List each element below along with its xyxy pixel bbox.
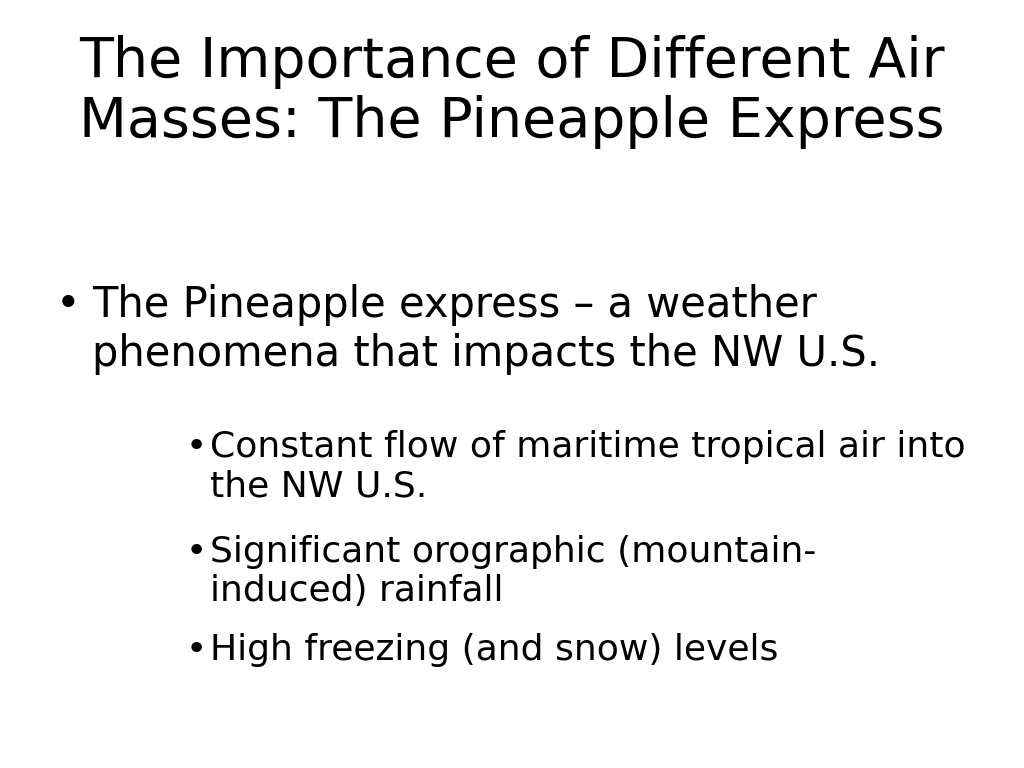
Text: Constant flow of maritime tropical air into
the NW U.S.: Constant flow of maritime tropical air i… [210, 430, 966, 503]
Text: •: • [185, 633, 207, 667]
Text: High freezing (and snow) levels: High freezing (and snow) levels [210, 633, 778, 667]
Text: •: • [185, 535, 207, 569]
Text: •: • [185, 430, 207, 464]
Text: The Pineapple express – a weather
phenomena that impacts the NW U.S.: The Pineapple express – a weather phenom… [92, 284, 881, 375]
Text: •: • [55, 284, 80, 326]
Text: The Importance of Different Air
Masses: The Pineapple Express: The Importance of Different Air Masses: … [79, 35, 945, 149]
Text: Significant orographic (mountain-
induced) rainfall: Significant orographic (mountain- induce… [210, 535, 816, 608]
